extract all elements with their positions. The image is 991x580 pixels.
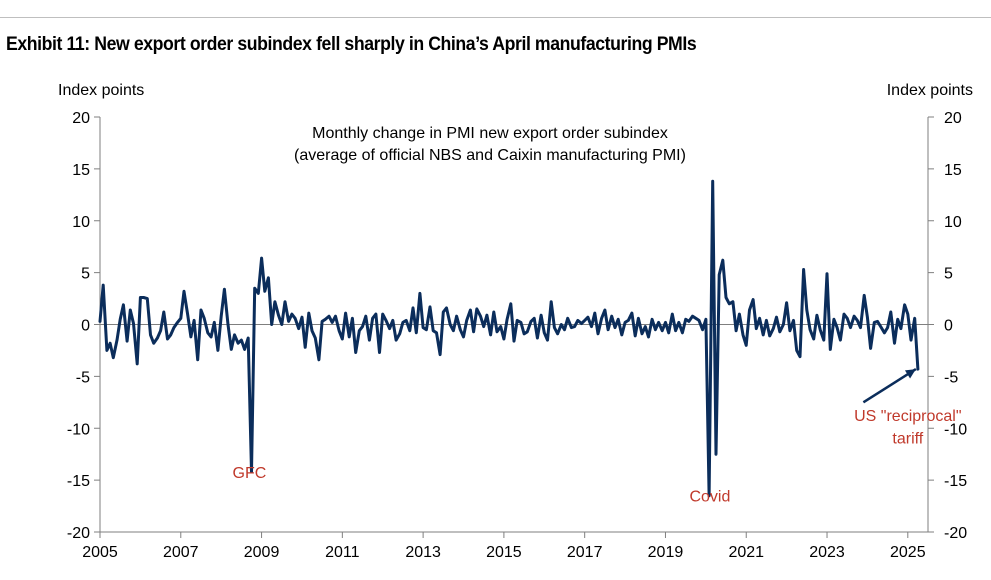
x-tick-label: 2021 [728, 544, 764, 561]
y-tick-label-left: -20 [67, 525, 90, 542]
y-tick-label-right: 20 [944, 110, 962, 127]
y-tick-label-right: -10 [944, 421, 967, 438]
left-axis-unit: Index points [58, 82, 144, 99]
chart-title-line-1: Monthly change in PMI new export order s… [312, 125, 668, 142]
annotation-label: US "reciprocal" [854, 408, 961, 425]
annotation-label: tariff [892, 431, 923, 448]
y-tick-label-left: -5 [76, 369, 90, 386]
chart-title-line-2: (average of official NBS and Caixin manu… [294, 147, 686, 164]
x-tick-label: 2005 [82, 544, 118, 561]
annotations-layer: GFC Covid US "reciprocal" tariff [233, 368, 962, 506]
x-tick-label: 2017 [567, 544, 603, 561]
exhibit-title: Exhibit 11: New export order subindex fe… [6, 34, 697, 55]
arrow-head [904, 369, 916, 379]
y-tick-label-right: -15 [944, 473, 967, 490]
y-tick-label-right: -20 [944, 525, 967, 542]
series-line [98, 179, 920, 498]
annotation-label: GFC [233, 465, 267, 482]
series-layer [98, 179, 920, 498]
x-tick-label: 2015 [486, 544, 522, 561]
right-axis-unit: Index points [887, 82, 973, 99]
x-tick-label: 2019 [648, 544, 684, 561]
x-tick-label: 2023 [809, 544, 845, 561]
x-tick-label: 2007 [163, 544, 199, 561]
tick-labels: -20 -20 -15 -15 -10 -10 -5 -5 0 0 5 5 10 10 15 15 20 20 20… [67, 110, 967, 561]
y-tick-label-right: 15 [944, 162, 962, 179]
y-tick-label-left: -15 [67, 473, 90, 490]
y-tick-label-right: 10 [944, 214, 962, 231]
y-tick-label-right: 5 [944, 266, 953, 283]
arrow-shaft [862, 368, 917, 404]
x-tick-label: 2011 [325, 544, 360, 561]
y-tick-label-left: 5 [81, 266, 90, 283]
y-tick-label-right: -5 [944, 369, 958, 386]
x-tick-label: 2013 [405, 544, 441, 561]
y-tick-label-left: 0 [81, 318, 90, 335]
y-tick-label-left: 10 [72, 214, 90, 231]
y-tick-label-left: -10 [67, 421, 90, 438]
y-tick-label-left: 15 [72, 162, 90, 179]
y-tick-label-right: 0 [944, 318, 953, 335]
y-tick-label-left: 20 [72, 110, 90, 127]
x-tick-label: 2025 [890, 544, 926, 561]
annotation-label: Covid [689, 489, 730, 506]
top-rule [0, 17, 991, 18]
x-tick-label: 2009 [244, 544, 280, 561]
